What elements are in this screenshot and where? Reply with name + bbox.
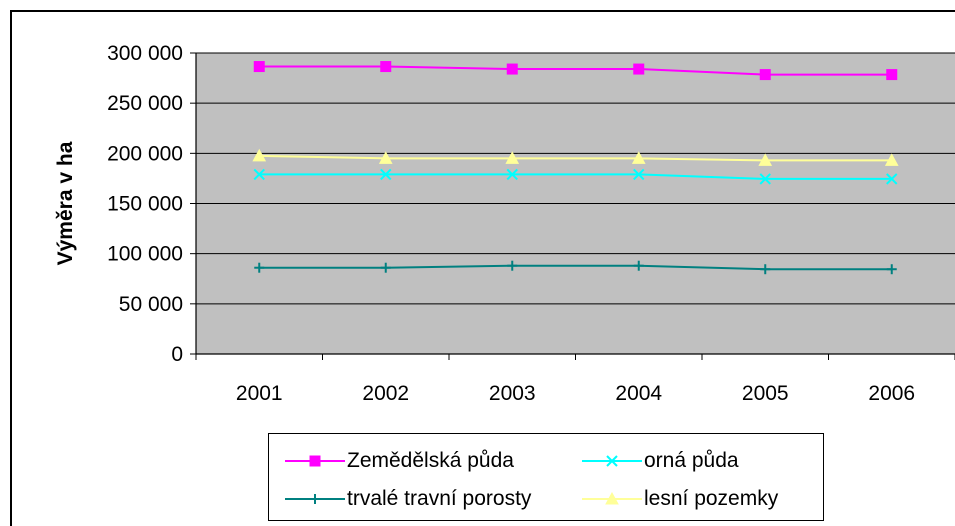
series-0	[253, 61, 898, 81]
legend-item: orná půda	[582, 448, 739, 474]
y-tick-label: 0	[171, 343, 183, 366]
series-line	[259, 65, 892, 76]
legend-swatch	[582, 455, 642, 467]
data-point	[606, 455, 618, 467]
series-layer	[252, 61, 899, 275]
data-point	[380, 61, 392, 73]
series-line	[259, 264, 892, 271]
x-tick-label: 2004	[615, 382, 662, 405]
data-point	[253, 168, 265, 181]
data-point	[633, 260, 644, 271]
legend: Zemědělská půda orná půda trvalé travní po…	[268, 433, 824, 521]
data-point	[378, 151, 393, 164]
y-tick-label: 250 000	[107, 92, 183, 115]
x-tick-label: 2001	[236, 382, 283, 405]
data-point	[886, 264, 897, 275]
data-point	[633, 63, 645, 75]
legend-item: Zemědělská půda	[285, 448, 514, 474]
data-point	[633, 168, 645, 181]
data-point	[380, 168, 392, 181]
axes	[190, 52, 955, 360]
x-tick-label: 2006	[868, 382, 915, 405]
legend-item: trvalé travní porosty	[285, 486, 531, 512]
data-point	[760, 264, 771, 275]
data-point	[253, 61, 265, 73]
data-point	[252, 148, 267, 162]
series-3	[252, 148, 899, 166]
legend-label: orná půda	[644, 449, 739, 472]
data-point	[310, 494, 320, 504]
data-point	[759, 173, 771, 185]
x-tick-label: 2005	[742, 382, 789, 405]
data-point	[884, 153, 899, 166]
x-tick-label: 2003	[489, 382, 536, 405]
data-point	[505, 151, 520, 164]
data-point	[506, 168, 518, 181]
data-point	[309, 455, 321, 467]
data-point	[605, 491, 619, 505]
data-point	[507, 260, 518, 271]
series-1	[253, 168, 898, 185]
legend-swatch	[285, 494, 345, 504]
data-point	[506, 63, 518, 75]
data-point	[886, 69, 898, 81]
y-tick-label: 300 000	[107, 42, 183, 65]
data-point	[631, 151, 646, 164]
gridlines	[196, 52, 955, 305]
data-point	[758, 153, 773, 166]
legend-swatch	[285, 455, 345, 467]
y-tick-labels: 0 50 000 100 000 150 000 200 000 250 000 300 0…	[107, 42, 183, 366]
series-line	[259, 154, 892, 162]
data-point	[886, 173, 898, 185]
x-tick-label: 2002	[362, 382, 409, 405]
y-axis-label: Výměra v ha	[54, 141, 77, 265]
data-point	[759, 69, 771, 81]
x-tick-labels: 2001 2002 2003 2004 2005 2006	[236, 382, 915, 405]
legend-label: trvalé travní porosty	[347, 487, 532, 510]
legend-item: lesní pozemky	[582, 486, 778, 512]
y-tick-label: 50 000	[119, 293, 183, 316]
y-tick-label: 200 000	[107, 142, 183, 165]
data-point	[254, 262, 265, 273]
series-2	[254, 260, 897, 275]
data-point	[380, 262, 391, 273]
y-tick-label: 100 000	[107, 243, 183, 266]
series-line	[259, 173, 892, 180]
legend-label: lesní pozemky	[644, 487, 779, 510]
y-tick-label: 150 000	[107, 193, 183, 216]
legend-swatch	[582, 491, 642, 505]
legend-label: Zemědělská půda	[347, 449, 514, 472]
